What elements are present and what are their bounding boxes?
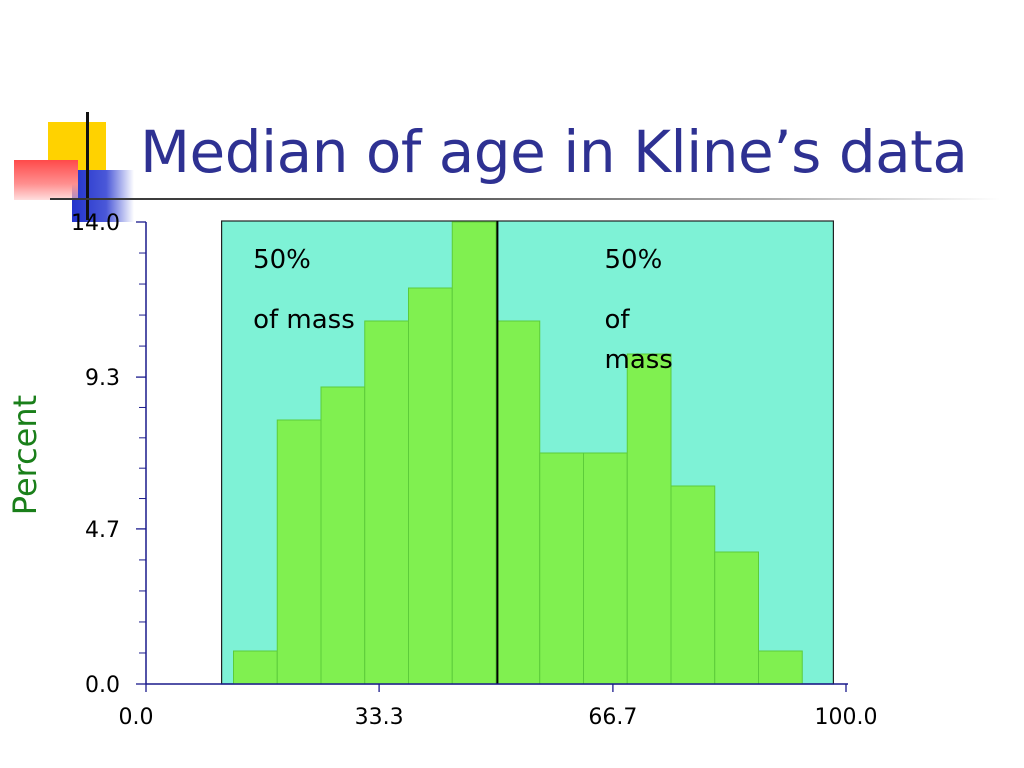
- histogram-bar: [364, 320, 409, 685]
- x-tick-label: 66.7: [588, 705, 637, 730]
- y-tick-label: 14.0: [71, 211, 120, 236]
- annotation-text: 50%: [605, 245, 663, 275]
- histogram-bar: [451, 221, 497, 685]
- histogram-bar: [276, 419, 322, 685]
- decor-red-square: [14, 160, 78, 200]
- decor-title-underline: [50, 198, 1000, 200]
- y-tick-label: 9.3: [85, 366, 120, 391]
- y-tick-label: 0.0: [85, 673, 120, 698]
- x-tick-label: 0.0: [119, 705, 154, 730]
- histogram-bar: [714, 551, 759, 685]
- annotation-text: mass: [605, 345, 673, 375]
- histogram-bar: [583, 452, 628, 685]
- annotation-text: of: [605, 305, 631, 335]
- y-axis-label: Percent: [6, 395, 44, 515]
- histogram-bar: [670, 485, 716, 685]
- y-tick-label: 4.7: [85, 518, 120, 543]
- histogram-bar: [758, 650, 803, 685]
- annotation-text: of mass: [253, 305, 355, 335]
- decor-blue-square: [72, 170, 134, 222]
- histogram-bar: [495, 320, 541, 685]
- page-title: Median of age in Kline’s data: [140, 118, 968, 186]
- x-tick-label: 100.0: [815, 705, 878, 730]
- decor-vertical-line: [86, 112, 89, 220]
- x-tick-label: 33.3: [355, 705, 404, 730]
- histogram-bar: [539, 452, 584, 685]
- histogram-bar: [408, 287, 453, 685]
- annotation-text: 50%: [253, 245, 311, 275]
- histogram-bar: [626, 353, 672, 685]
- histogram-bar: [320, 386, 366, 685]
- histogram-bar: [233, 650, 278, 685]
